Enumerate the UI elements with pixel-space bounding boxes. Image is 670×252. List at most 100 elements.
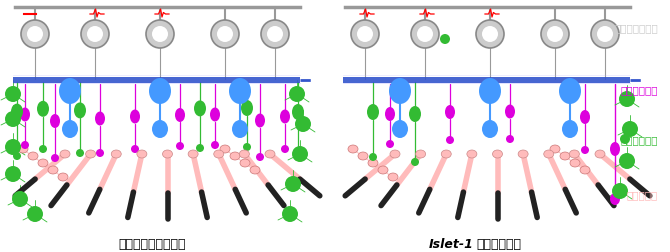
Ellipse shape	[131, 145, 139, 153]
Ellipse shape	[281, 145, 289, 153]
Ellipse shape	[111, 150, 121, 158]
Ellipse shape	[550, 145, 560, 153]
Ellipse shape	[409, 107, 421, 122]
Ellipse shape	[137, 150, 147, 158]
Ellipse shape	[482, 120, 498, 138]
Ellipse shape	[87, 27, 103, 43]
Ellipse shape	[467, 150, 477, 158]
Ellipse shape	[446, 137, 454, 144]
Ellipse shape	[175, 109, 185, 122]
Ellipse shape	[619, 153, 635, 169]
Ellipse shape	[152, 120, 168, 138]
Ellipse shape	[292, 105, 304, 120]
Ellipse shape	[559, 79, 581, 105]
Text: Islet-1: Islet-1	[429, 238, 474, 250]
Ellipse shape	[378, 166, 388, 174]
Ellipse shape	[81, 21, 109, 49]
Text: 宿主神経節細胞: 宿主神経節細胞	[614, 23, 658, 33]
Ellipse shape	[368, 159, 378, 167]
Ellipse shape	[21, 141, 29, 149]
Ellipse shape	[386, 140, 394, 148]
Ellipse shape	[476, 21, 504, 49]
Ellipse shape	[217, 27, 233, 43]
Ellipse shape	[358, 152, 368, 160]
Ellipse shape	[230, 152, 240, 160]
Ellipse shape	[544, 150, 553, 158]
Ellipse shape	[60, 150, 70, 158]
Ellipse shape	[367, 105, 379, 120]
Ellipse shape	[220, 145, 230, 153]
Ellipse shape	[505, 105, 515, 119]
Ellipse shape	[21, 21, 49, 49]
Ellipse shape	[292, 146, 308, 162]
Ellipse shape	[95, 112, 105, 126]
Ellipse shape	[5, 139, 21, 155]
Ellipse shape	[267, 27, 283, 43]
Ellipse shape	[211, 21, 239, 49]
Ellipse shape	[417, 27, 433, 43]
Ellipse shape	[5, 87, 21, 103]
Ellipse shape	[369, 153, 377, 161]
Ellipse shape	[294, 153, 302, 161]
Ellipse shape	[479, 79, 501, 105]
Ellipse shape	[48, 166, 58, 174]
Ellipse shape	[196, 144, 204, 152]
Ellipse shape	[357, 27, 373, 43]
Ellipse shape	[76, 149, 84, 158]
Ellipse shape	[482, 27, 498, 43]
Ellipse shape	[149, 79, 171, 105]
Ellipse shape	[130, 110, 140, 124]
Ellipse shape	[390, 150, 400, 158]
Ellipse shape	[570, 159, 580, 167]
Text: 宿主双極細胞: 宿主双極細胞	[620, 85, 658, 94]
Ellipse shape	[240, 159, 250, 167]
Ellipse shape	[392, 120, 408, 138]
Ellipse shape	[5, 112, 21, 128]
Ellipse shape	[255, 114, 265, 128]
Ellipse shape	[415, 150, 425, 158]
Ellipse shape	[232, 120, 248, 138]
Ellipse shape	[27, 27, 43, 43]
Ellipse shape	[440, 35, 450, 45]
Ellipse shape	[28, 152, 38, 160]
Bar	[343, 78, 630, 84]
Ellipse shape	[595, 150, 605, 158]
Ellipse shape	[74, 103, 86, 119]
Ellipse shape	[51, 154, 59, 162]
Ellipse shape	[610, 193, 620, 205]
Ellipse shape	[518, 150, 528, 158]
Ellipse shape	[210, 108, 220, 122]
Ellipse shape	[20, 108, 30, 122]
Ellipse shape	[58, 173, 68, 181]
Ellipse shape	[229, 79, 251, 105]
Ellipse shape	[194, 101, 206, 117]
Ellipse shape	[562, 120, 578, 138]
Ellipse shape	[50, 115, 60, 129]
Ellipse shape	[38, 159, 48, 167]
Ellipse shape	[411, 158, 419, 166]
Ellipse shape	[612, 183, 628, 199]
Ellipse shape	[256, 153, 264, 161]
Ellipse shape	[13, 152, 21, 160]
Ellipse shape	[581, 146, 589, 154]
Ellipse shape	[188, 150, 198, 158]
Ellipse shape	[86, 150, 96, 158]
Ellipse shape	[389, 79, 411, 105]
Ellipse shape	[351, 21, 379, 49]
Ellipse shape	[580, 166, 590, 174]
Ellipse shape	[547, 27, 563, 43]
Ellipse shape	[243, 143, 251, 151]
Ellipse shape	[27, 206, 43, 222]
Ellipse shape	[506, 136, 514, 143]
Ellipse shape	[570, 150, 580, 158]
Ellipse shape	[214, 150, 224, 158]
Ellipse shape	[96, 149, 104, 158]
Ellipse shape	[411, 21, 439, 49]
Ellipse shape	[37, 101, 49, 117]
Ellipse shape	[282, 206, 298, 222]
Ellipse shape	[295, 116, 311, 133]
Ellipse shape	[211, 141, 219, 149]
Ellipse shape	[280, 110, 290, 124]
Ellipse shape	[388, 173, 398, 181]
Ellipse shape	[445, 106, 455, 119]
